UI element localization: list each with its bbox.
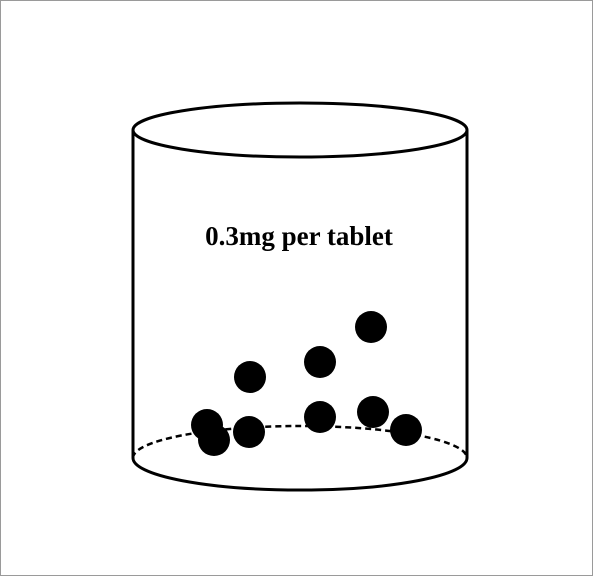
tablet [198, 424, 230, 456]
tablet [304, 346, 336, 378]
jar-top-rim [131, 101, 469, 159]
tablet [304, 401, 336, 433]
tablet [355, 311, 387, 343]
tablet [234, 361, 266, 393]
jar-bottom-back-edge [131, 424, 469, 459]
jar-bottom-front-edge [131, 457, 469, 492]
tablet [390, 414, 422, 446]
dosage-label: 0.3mg per tablet [205, 221, 393, 251]
tablet [233, 416, 265, 448]
tablet [357, 396, 389, 428]
